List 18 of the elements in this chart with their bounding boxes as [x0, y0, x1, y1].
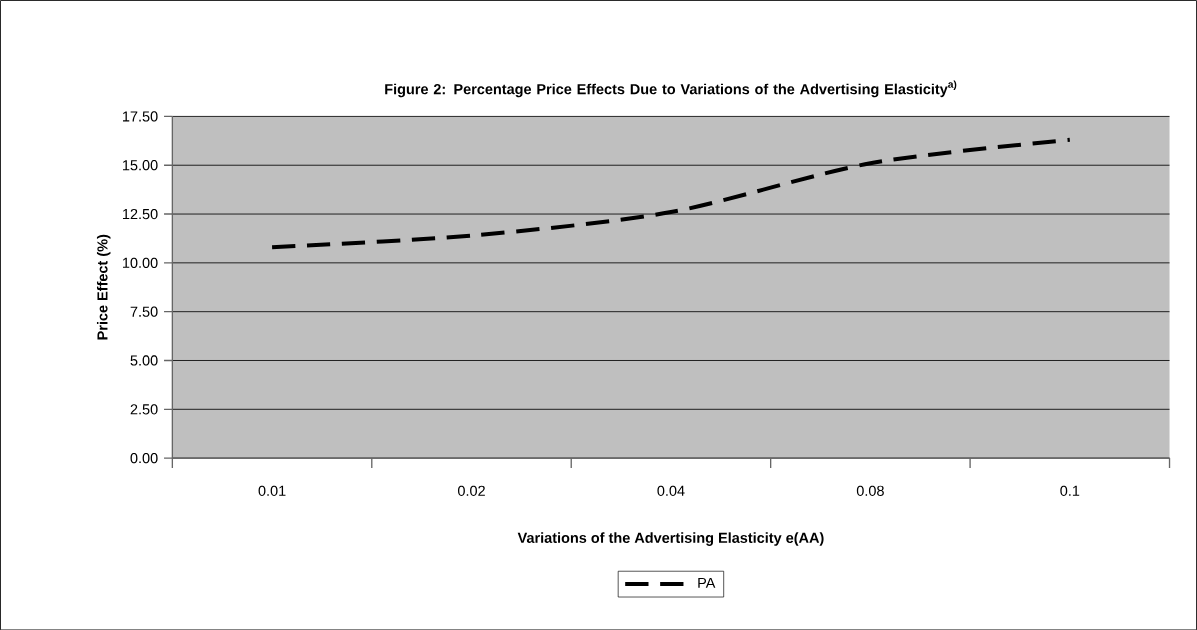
y-tick-label: 2.50	[130, 403, 158, 415]
y-tick-label: 7.50	[130, 306, 158, 317]
x-tick-label: 0.02	[457, 485, 485, 496]
y-tick-label: 15.00	[122, 159, 158, 171]
x-tick-label: 0.08	[856, 485, 884, 496]
x-tick-label: 0.04	[657, 485, 685, 496]
chart-title: Figure 2: Percentage Price Effects Due to Variations of the Advertising Elasticity$^{a)}$	[385, 80, 957, 97]
x-tick-label: 0.1	[1060, 485, 1080, 496]
x-tick-label: 0.01	[258, 485, 286, 496]
line-series	[270, 137, 1072, 249]
x-axis-title: Variations of the Advertising Elasticity e(AA)	[517, 532, 824, 546]
y-tick-label: 10.00	[122, 257, 158, 268]
legend-label: PA	[698, 577, 716, 588]
y-tick-label: 5.00	[130, 355, 158, 366]
y-tick-label: 17.50	[122, 111, 158, 122]
y-tick-label: 0.00	[130, 452, 158, 464]
y-tick-label: 12.50	[122, 208, 158, 219]
y-axis-title: Price Effect (%)	[96, 234, 111, 340]
